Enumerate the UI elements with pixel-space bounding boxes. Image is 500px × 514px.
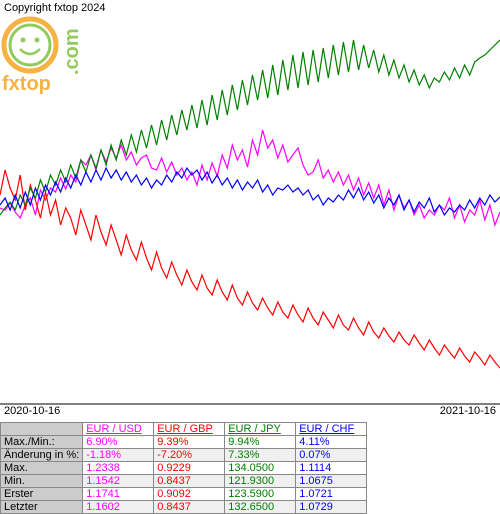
table-cell: 1.1602 <box>83 501 154 514</box>
table-cell: 4.11% <box>296 436 367 449</box>
table-corner <box>1 423 83 436</box>
table-row-label: Max. <box>1 462 83 475</box>
series-line <box>0 170 500 368</box>
svg-text:.com: .com <box>61 28 83 75</box>
table-cell: 121.9300 <box>225 475 296 488</box>
table-cell: 1.0675 <box>296 475 367 488</box>
table-cell: 9.39% <box>154 436 225 449</box>
table-cell: 1.1114 <box>296 462 367 475</box>
table-cell: 0.9229 <box>154 462 225 475</box>
table-row-label: Min. <box>1 475 83 488</box>
copyright-text: Copyright fxtop 2024 <box>4 2 106 14</box>
table-cell: 6.90% <box>83 436 154 449</box>
table-cell: 0.9092 <box>154 488 225 501</box>
table-header: EUR / JPY <box>225 423 296 436</box>
table-cell: 132.6500 <box>225 501 296 514</box>
table-cell: 0.07% <box>296 449 367 462</box>
table-cell: 1.1542 <box>83 475 154 488</box>
table-header: EUR / GBP <box>154 423 225 436</box>
table-cell: -7.20% <box>154 449 225 462</box>
table-cell: 1.1741 <box>83 488 154 501</box>
stats-table: EUR / USDEUR / GBPEUR / JPYEUR / CHF Max.… <box>0 422 367 514</box>
table-cell: 134.0500 <box>225 462 296 475</box>
table-row-label: Letzter <box>1 501 83 514</box>
table-cell: 0.8437 <box>154 475 225 488</box>
svg-text:fxtop: fxtop <box>2 73 51 95</box>
table-cell: 1.2338 <box>83 462 154 475</box>
table-row-label: Max./Min.: <box>1 436 83 449</box>
table-cell: 1.0721 <box>296 488 367 501</box>
table-row-label: Erster <box>1 488 83 501</box>
date-start: 2020-10-16 <box>4 405 60 417</box>
table-cell: 0.8437 <box>154 501 225 514</box>
table-cell: 1.0729 <box>296 501 367 514</box>
table-cell: 9.94% <box>225 436 296 449</box>
table-cell: 123.5900 <box>225 488 296 501</box>
table-row-label: Änderung in %: <box>1 449 83 462</box>
date-end: 2021-10-16 <box>440 405 496 417</box>
table-header: EUR / CHF <box>296 423 367 436</box>
line-chart: fxtop .com <box>0 0 500 405</box>
table-cell: 7.33% <box>225 449 296 462</box>
x-axis-labels: 2020-10-16 2021-10-16 <box>0 405 500 419</box>
table-header: EUR / USD <box>83 423 154 436</box>
table-cell: -1.18% <box>83 449 154 462</box>
